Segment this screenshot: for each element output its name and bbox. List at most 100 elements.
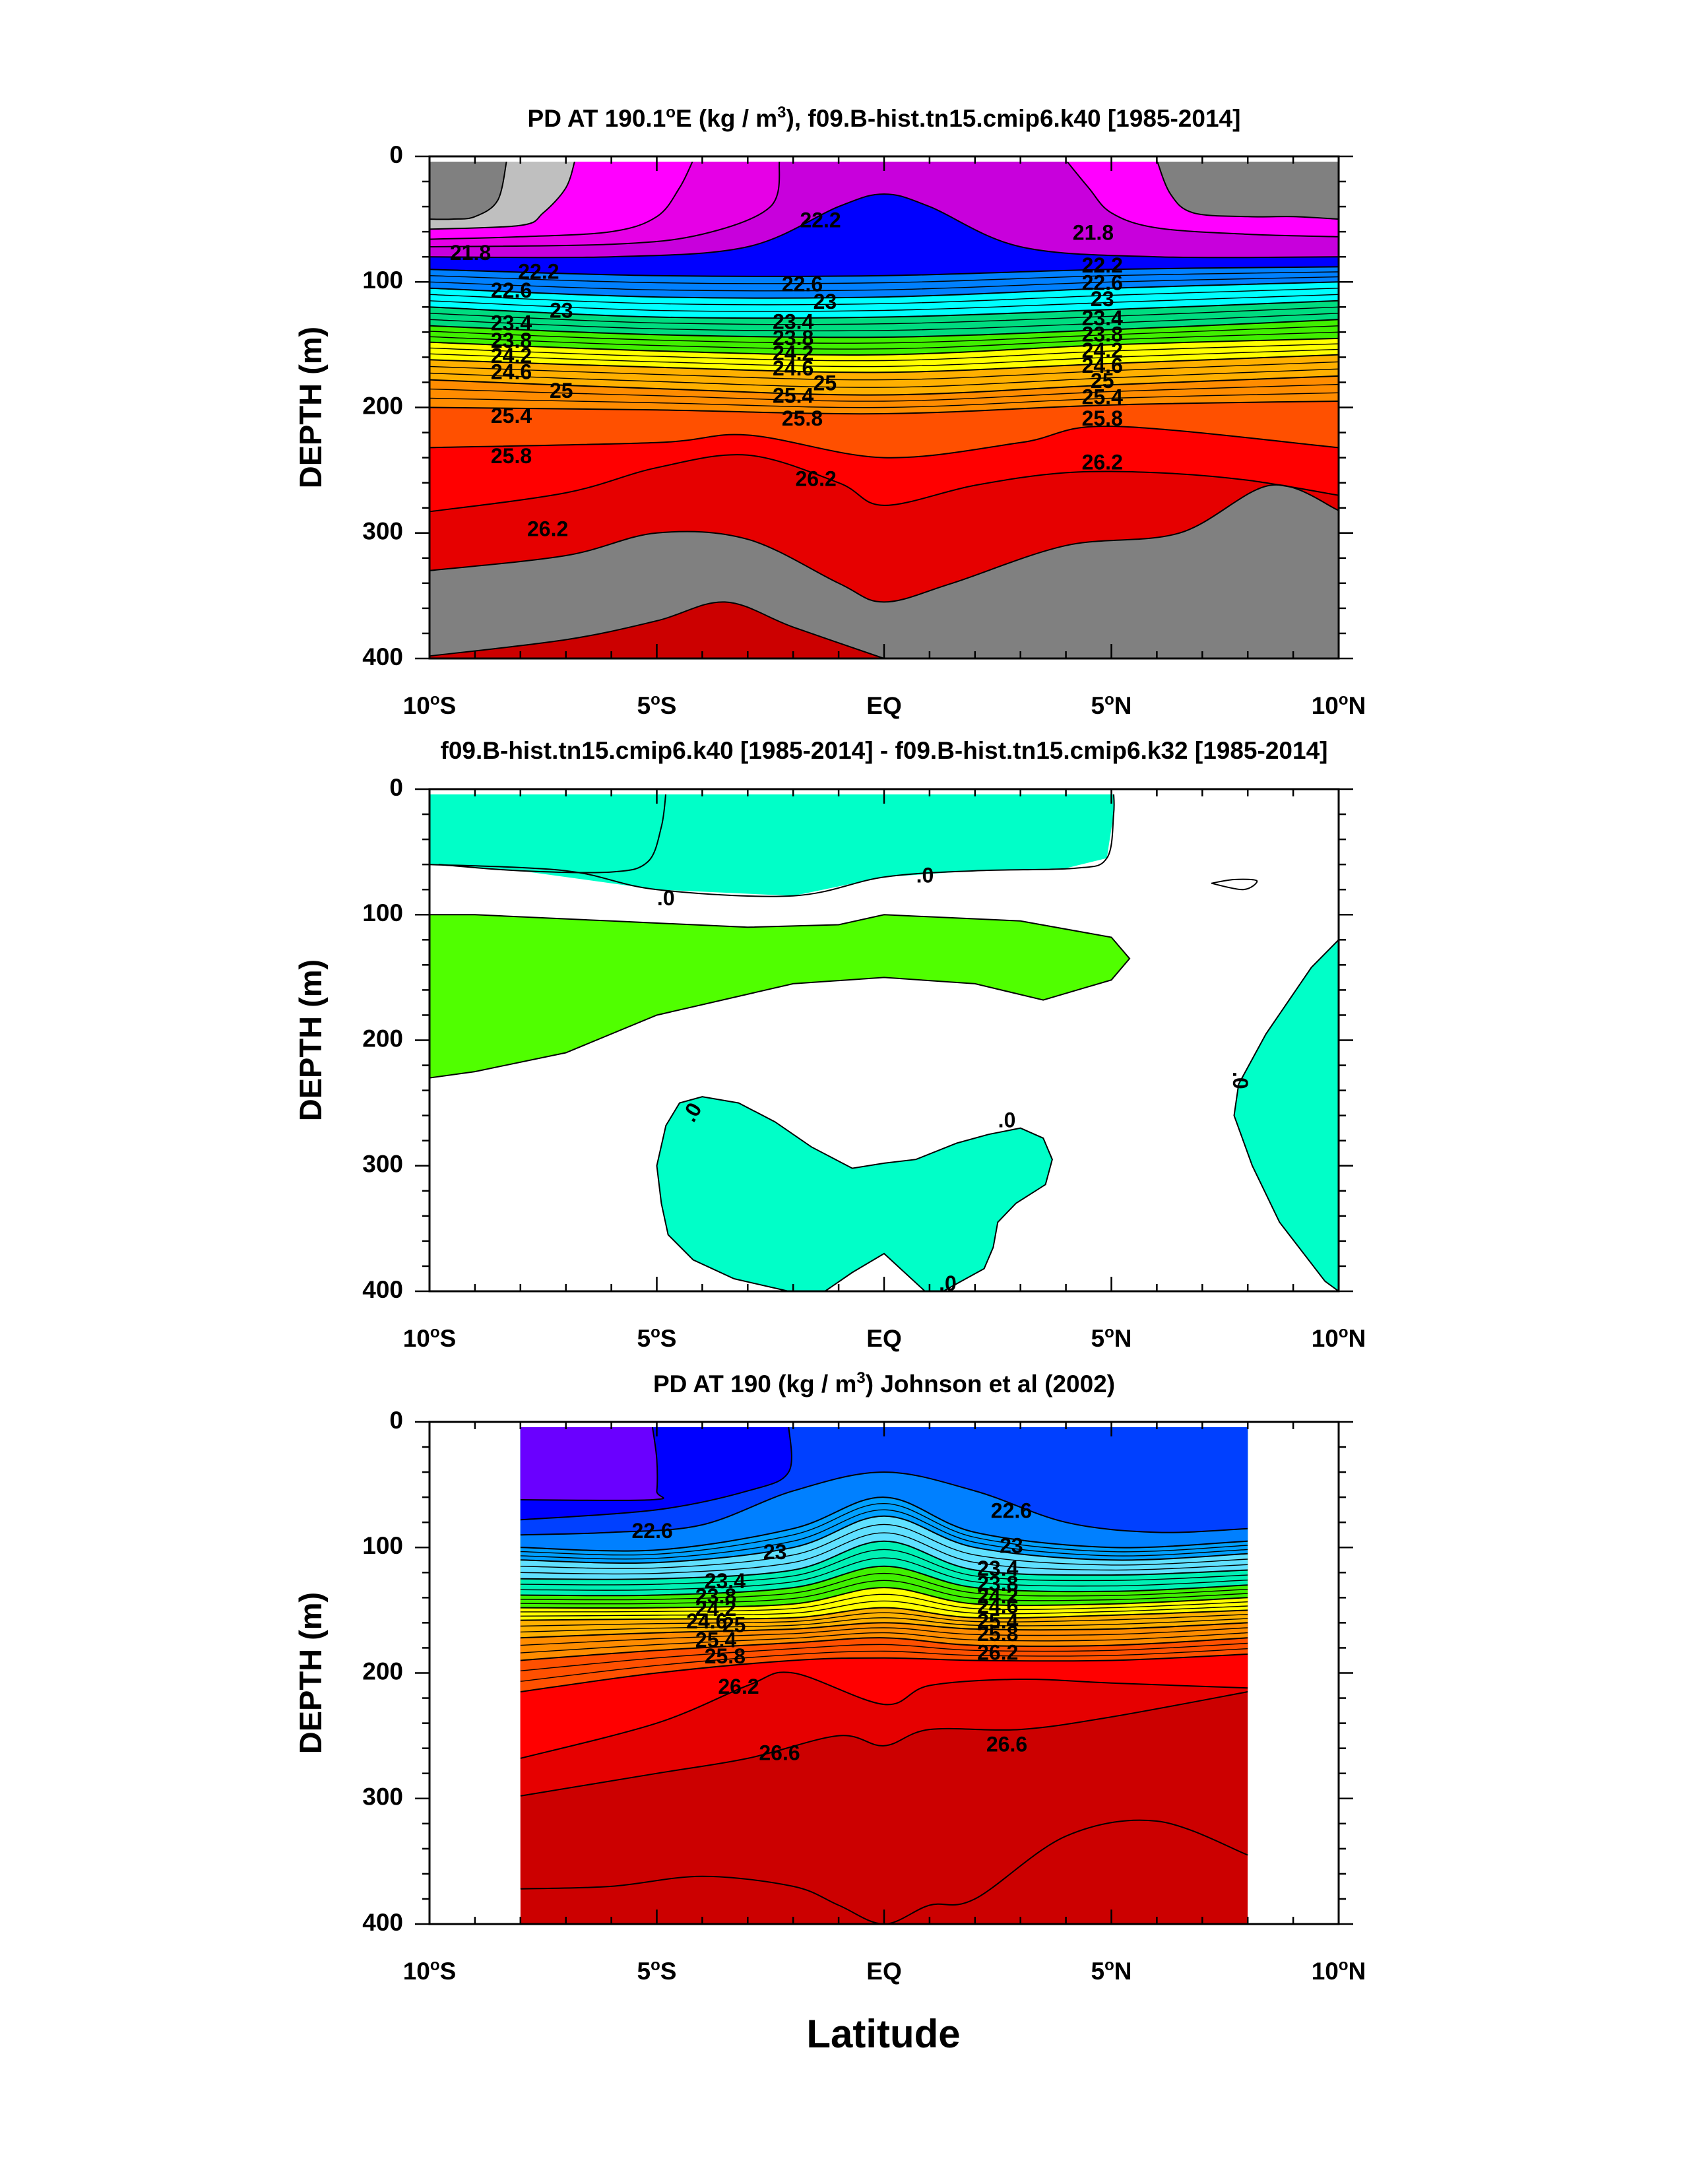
contour-label: 23 (550, 298, 573, 322)
contour-line (520, 1593, 1248, 1613)
chart-title: PD AT 190.1oE (kg / m3), f09.B-hist.tn15… (528, 104, 1241, 132)
fill-band (1157, 162, 1339, 220)
contour-label: 23.8 (491, 329, 532, 352)
contour-label: 23.4 (1082, 306, 1123, 330)
contour-label: 25.8 (705, 1644, 746, 1668)
contour-line (430, 368, 1339, 388)
x-tick-label: 5oS (637, 1324, 677, 1352)
fill-band (430, 162, 507, 220)
contour-line (430, 401, 1339, 415)
y-axis-label: DEPTH (m) (293, 327, 328, 488)
y-tick-label: 100 (362, 1532, 403, 1559)
contour-label: 22.6 (491, 278, 532, 302)
panel-1-model-pd: 21.822.222.62323.423.824.224.62525.425.8… (293, 104, 1366, 719)
contour-line (430, 300, 1339, 319)
panel-3-johnson-observations: 22.62323.423.824.224.62525.425.826.226.6… (293, 1369, 1366, 1985)
contour-label: 24.2 (695, 1597, 736, 1621)
contour-line (430, 288, 1339, 305)
contour-label: 22.6 (1082, 271, 1123, 295)
contour-label: 26.2 (977, 1640, 1018, 1664)
contour-line (430, 325, 1339, 344)
y-tick-label: 0 (389, 774, 403, 801)
contour-label: 23 (813, 290, 837, 313)
x-tick-label: 10oN (1312, 691, 1366, 719)
contour-line (430, 348, 1339, 368)
contour-line (520, 1557, 1248, 1591)
y-axis-label: DEPTH (m) (293, 1592, 328, 1754)
contour-line (430, 306, 1339, 325)
contour-line (520, 1524, 1248, 1569)
x-tick-label: 5oS (637, 1956, 677, 1985)
contour-line (520, 1654, 1248, 1692)
contour-line (520, 1600, 1248, 1617)
contour-line (520, 1622, 1248, 1639)
y-tick-label: 0 (389, 141, 403, 168)
contour-label: .0 (998, 1108, 1016, 1132)
contour-line (430, 162, 575, 230)
contour-line (520, 1648, 1248, 1682)
contour-label: 24.6 (491, 360, 532, 384)
contour-label: 25.4 (773, 384, 813, 408)
contour-label: 24.6 (977, 1594, 1018, 1618)
contour-label: 23 (763, 1540, 787, 1564)
contour-line (520, 1496, 1248, 1552)
contour-label: 25.8 (491, 444, 532, 468)
contour-line (520, 1427, 664, 1501)
contour-line (430, 343, 1339, 362)
y-tick-label: 400 (362, 643, 403, 670)
contour-label: 23.4 (773, 309, 813, 333)
x-tick-label: 5oN (1091, 691, 1132, 719)
contour-line (430, 425, 1339, 459)
contour-label: 23.8 (773, 326, 813, 350)
contour-line (430, 193, 1339, 259)
contour-line (1211, 878, 1258, 891)
contour-line (430, 276, 1339, 292)
contour-line (520, 1627, 1248, 1646)
y-tick-label: 400 (362, 1276, 403, 1303)
contour-label: .0 (657, 886, 675, 910)
y-tick-label: 200 (362, 392, 403, 419)
contour-label: 25 (722, 1613, 746, 1637)
x-tick-label: EQ (866, 1958, 901, 1985)
y-tick-label: 300 (362, 518, 403, 545)
contour-line (430, 337, 1339, 356)
contour-label: 25.4 (1082, 385, 1123, 409)
contour-line (520, 1580, 1248, 1605)
contour-line (520, 1502, 1248, 1556)
contour-line (520, 1642, 1248, 1671)
contour-line (520, 1607, 1248, 1621)
contour-line (430, 794, 1115, 897)
contour-line (520, 1471, 1248, 1536)
contour-line (430, 266, 1339, 277)
x-tick-label: 10oS (403, 1324, 457, 1352)
contour-label: 24.6 (1082, 354, 1123, 377)
contour-label: 22.2 (518, 259, 559, 283)
contour-line (656, 1096, 1053, 1291)
contour-label: 23.8 (695, 1584, 736, 1608)
contour-label: .0 (1228, 1072, 1252, 1089)
y-tick-label: 300 (362, 1151, 403, 1178)
y-axis-label: DEPTH (m) (293, 959, 328, 1121)
contour-label: 25 (813, 371, 837, 395)
contour-line (1066, 162, 1339, 238)
x-tick-label: EQ (866, 1325, 901, 1352)
contour-line (430, 294, 1339, 312)
contour-label: 24.6 (773, 356, 813, 380)
contour-label: 23.8 (1082, 323, 1123, 346)
y-tick-label: 200 (362, 1025, 403, 1052)
contour-line (430, 354, 1339, 373)
contour-line (520, 1509, 1248, 1560)
contour-line (520, 1632, 1248, 1654)
x-tick-label: 10oS (403, 691, 457, 719)
contour-label: 24.2 (977, 1584, 1018, 1608)
contour-label: 26.6 (759, 1741, 800, 1765)
contour-label: 24.2 (491, 344, 532, 368)
contour-line (430, 383, 1339, 402)
contour-label: 26.2 (527, 517, 568, 540)
x-tick-label: EQ (866, 692, 901, 719)
contour-label: 24.2 (1082, 338, 1123, 362)
x-tick-label: 10oS (403, 1956, 457, 1985)
chart-title: PD AT 190 (kg / m3) Johnson et al (2002) (653, 1369, 1115, 1397)
contour-label: 22.2 (800, 208, 841, 232)
